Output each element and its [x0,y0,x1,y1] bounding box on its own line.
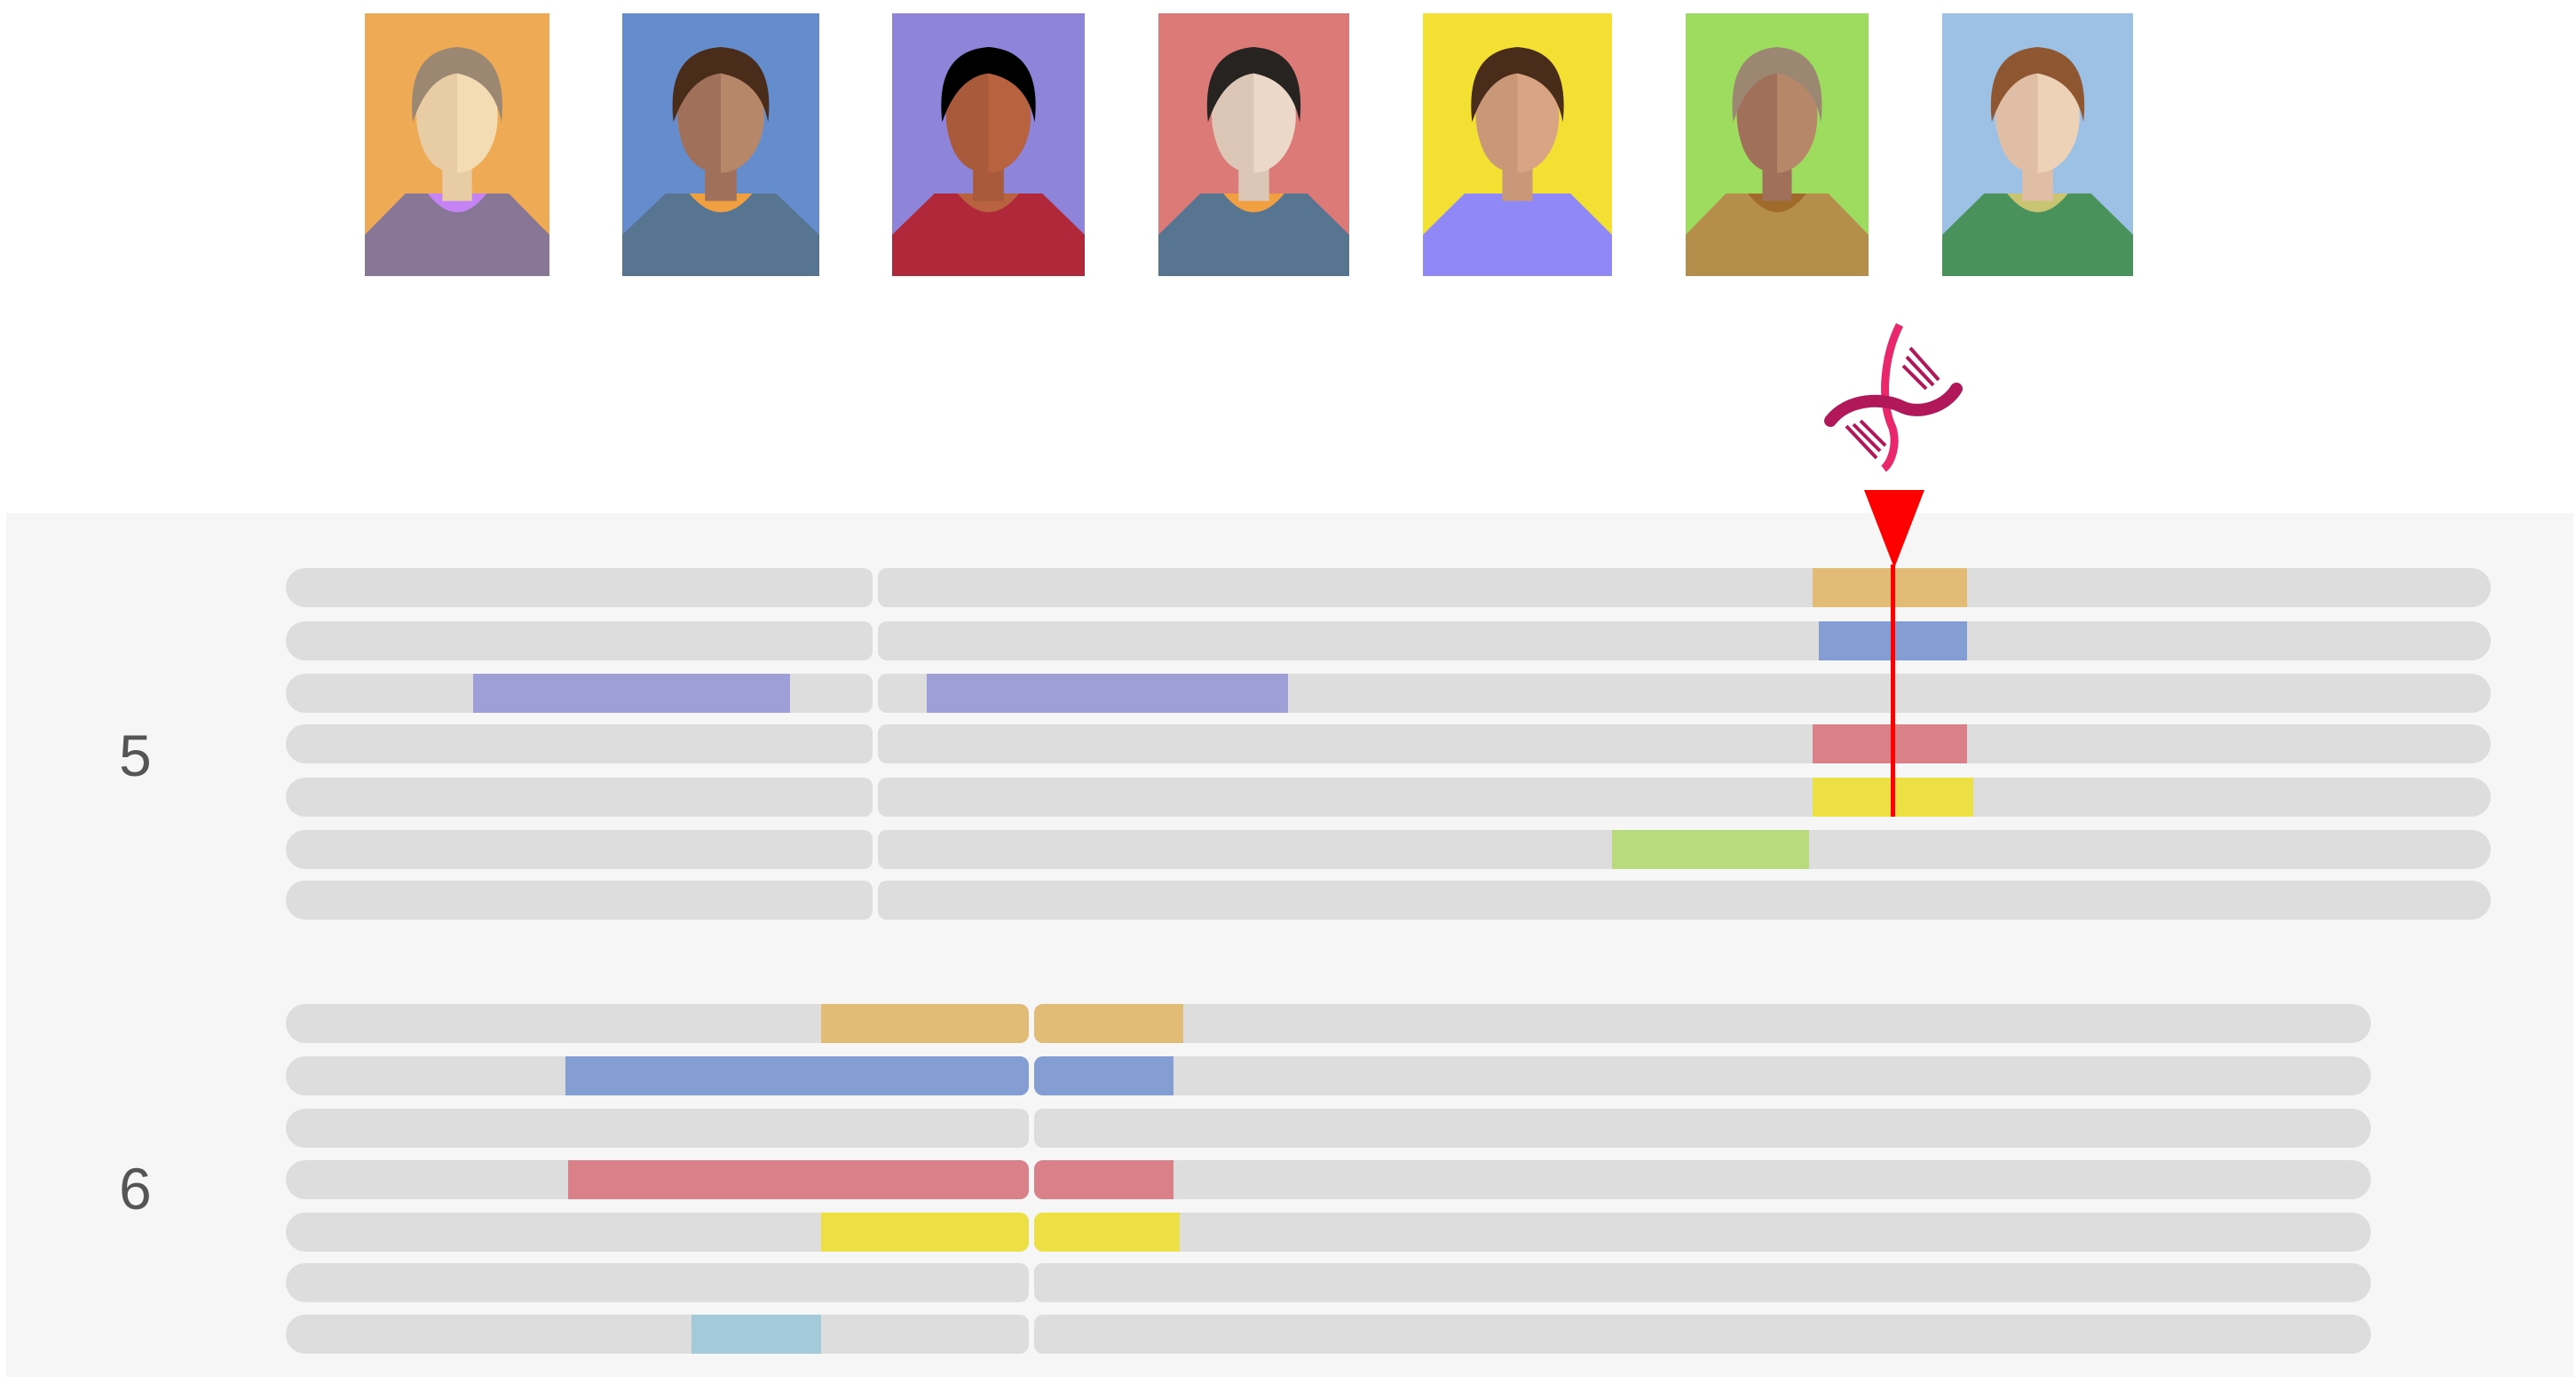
chromosome-6-row-2-q-arm [1034,1056,2371,1095]
chromosome-5-row-1-p-arm [286,568,873,607]
dna-icon [1821,321,1964,472]
chromosome-6-row-4-p-arm [286,1160,1029,1199]
chromosome-6-row-7-p-arm [286,1315,1029,1354]
chromosome-6-row-6-p-arm [286,1263,1029,1302]
shared-dna-segment [1612,830,1809,869]
chromosome-6-row-6-q-arm [1034,1263,2371,1302]
shared-dna-segment [1034,1213,1180,1252]
shared-dna-segment [927,674,1288,713]
chromosome-6-row-1-p-arm [286,1004,1029,1043]
chromosome-5-row-1-q-arm [878,568,2491,607]
chromosome-6-row-2-p-arm [286,1056,1029,1095]
chromosome-5-row-3-q-arm [878,674,2491,713]
variant-marker-arrow-icon [1864,490,1924,568]
shared-dna-segment [821,1004,1029,1043]
shared-dna-segment [821,1213,1029,1252]
chromosome-5-row-2-q-arm [878,621,2491,660]
young-man-avatar-icon [1158,13,1349,276]
grandfather-avatar-icon [1686,13,1869,276]
young-woman-avatar-icon [1423,13,1612,276]
chromosome-5-row-2-p-arm [286,621,873,660]
grandmother-avatar-icon [365,13,549,276]
shared-dna-segment [568,1160,1029,1199]
chromosome-5-row-4-q-arm [878,724,2491,763]
shared-dna-segment [1813,724,1967,763]
chromosome-5-row-7-q-arm [878,881,2491,920]
chromosome-6-row-4-q-arm [1034,1160,2371,1199]
chromosome-5-row-5-q-arm [878,778,2491,817]
chromosome-6-row-1-q-arm [1034,1004,2371,1043]
variant-marker-line [1891,565,1895,817]
shared-dna-segment [691,1315,821,1354]
chromosome-5-row-5-p-arm [286,778,873,817]
chromosome-5-row-4-p-arm [286,724,873,763]
chromosome-6-row-5-q-arm [1034,1213,2371,1252]
shared-dna-segment [565,1056,1029,1095]
chromosome-5-row-6-p-arm [286,830,873,869]
shared-dna-segment [1813,568,1967,607]
chromosome-6-row-5-p-arm [286,1213,1029,1252]
man-avatar-icon [622,13,819,276]
chromosome-label-6: 6 [119,1156,152,1221]
chromosome-5-row-6-q-arm [878,830,2491,869]
child-avatar-icon [1942,13,2133,276]
chromosome-5-row-7-p-arm [286,881,873,920]
shared-dna-segment [1034,1056,1173,1095]
chromosome-label-5: 5 [119,723,152,788]
shared-dna-segment [1034,1160,1173,1199]
chromosome-6-row-3-q-arm [1034,1109,2371,1148]
woman-glasses-avatar-icon [892,13,1085,276]
shared-dna-segment [473,674,790,713]
chromosome-5-row-3-p-arm [286,674,873,713]
chromosome-6-row-7-q-arm [1034,1315,2371,1354]
chromosome-6-row-3-p-arm [286,1109,1029,1148]
shared-dna-segment [1034,1004,1183,1043]
